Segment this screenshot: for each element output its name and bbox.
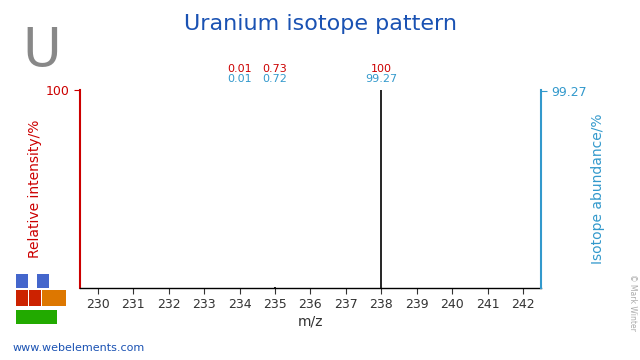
Bar	[36, 274, 49, 288]
Text: 0.01: 0.01	[227, 74, 252, 84]
Text: 100: 100	[371, 64, 392, 74]
Text: 0.73: 0.73	[262, 64, 287, 74]
Text: 0.01: 0.01	[227, 64, 252, 74]
Bar	[16, 274, 28, 288]
Bar	[54, 290, 66, 306]
Text: Uranium isotope pattern: Uranium isotope pattern	[184, 14, 456, 35]
Y-axis label: Isotope abundance/%: Isotope abundance/%	[591, 114, 605, 264]
Bar	[16, 290, 28, 306]
Text: 99.27: 99.27	[365, 74, 397, 84]
Text: U: U	[22, 25, 61, 77]
X-axis label: m/z: m/z	[298, 314, 323, 328]
Bar	[42, 290, 54, 306]
Bar	[29, 290, 41, 306]
Text: www.webelements.com: www.webelements.com	[13, 343, 145, 353]
Bar	[16, 310, 57, 324]
Text: © Mark Winter: © Mark Winter	[628, 274, 637, 331]
Y-axis label: Relative intensity/%: Relative intensity/%	[28, 120, 42, 258]
Text: 0.72: 0.72	[262, 74, 287, 84]
